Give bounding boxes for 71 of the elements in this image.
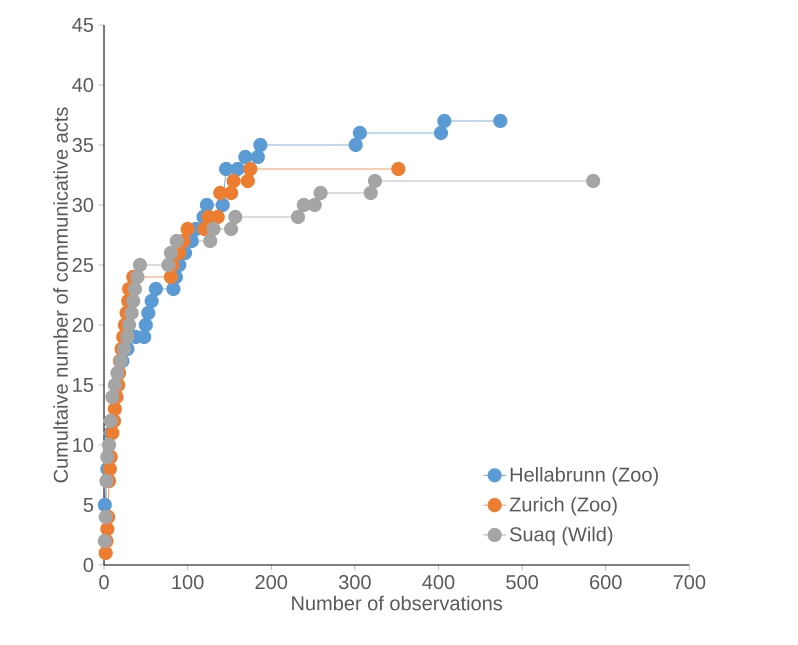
y-tick-label: 30 — [72, 198, 94, 212]
point — [253, 138, 268, 152]
point — [352, 126, 367, 140]
point — [230, 162, 245, 176]
point — [206, 222, 221, 236]
point — [200, 198, 214, 212]
x-tick-label: 500 — [506, 575, 538, 590]
point — [224, 222, 238, 236]
point — [170, 234, 184, 248]
x-tick-label: 700 — [674, 575, 706, 590]
y-axis-title: Cumultaive number of communicative acts — [53, 107, 68, 482]
point — [98, 510, 113, 524]
y-tick-label: 10 — [73, 438, 94, 452]
legend-label: Zurich (Zoo) — [510, 496, 617, 516]
point — [138, 318, 153, 332]
point — [203, 234, 218, 248]
point — [122, 318, 136, 332]
point — [180, 222, 195, 236]
point — [434, 126, 448, 140]
point — [493, 114, 508, 128]
y-tick-label: 40 — [72, 78, 94, 92]
y-tick-label: 15 — [73, 378, 94, 392]
legend-label: Hellabrunn (Zoo) — [510, 467, 658, 486]
point — [290, 210, 306, 224]
point — [132, 258, 148, 272]
y-tick-label: 25 — [72, 258, 94, 272]
point — [164, 270, 178, 284]
point — [216, 198, 230, 212]
point — [586, 174, 600, 188]
point — [219, 162, 234, 176]
point — [368, 174, 382, 188]
y-tick-label: 45 — [72, 18, 94, 32]
point — [224, 186, 238, 200]
point — [226, 174, 241, 188]
point — [391, 162, 406, 176]
point — [250, 150, 265, 164]
point — [98, 546, 113, 560]
x-tick-label: 0 — [99, 575, 109, 590]
point — [141, 306, 156, 320]
point — [148, 282, 163, 296]
point — [128, 282, 142, 296]
point — [124, 306, 139, 320]
point — [144, 294, 159, 308]
y-tick-label: 20 — [72, 318, 94, 332]
point — [166, 282, 180, 296]
point — [240, 174, 255, 188]
point — [437, 114, 452, 128]
y-tick-label: 35 — [72, 138, 94, 152]
point — [348, 138, 363, 152]
x-tick-label: 600 — [590, 575, 622, 590]
x-tick-label: 100 — [172, 575, 204, 590]
point — [314, 186, 328, 200]
point — [120, 330, 134, 344]
point — [130, 270, 145, 284]
x-tick-label: 300 — [338, 575, 371, 590]
point — [98, 498, 112, 512]
point — [364, 186, 378, 200]
x-tick-label: 200 — [256, 575, 288, 590]
point — [238, 150, 252, 164]
y-tick-label: 0 — [84, 558, 94, 572]
point — [117, 342, 132, 356]
point — [243, 162, 258, 176]
x-axis-title: Number of observations — [292, 596, 502, 610]
y-tick-label: 5 — [84, 498, 94, 512]
x-tick-label: 400 — [422, 575, 454, 590]
point — [228, 210, 242, 224]
point — [308, 198, 322, 212]
point — [161, 258, 176, 272]
point — [126, 294, 140, 308]
point — [164, 246, 178, 260]
legend-label: Suaq (Wild) — [510, 526, 612, 546]
